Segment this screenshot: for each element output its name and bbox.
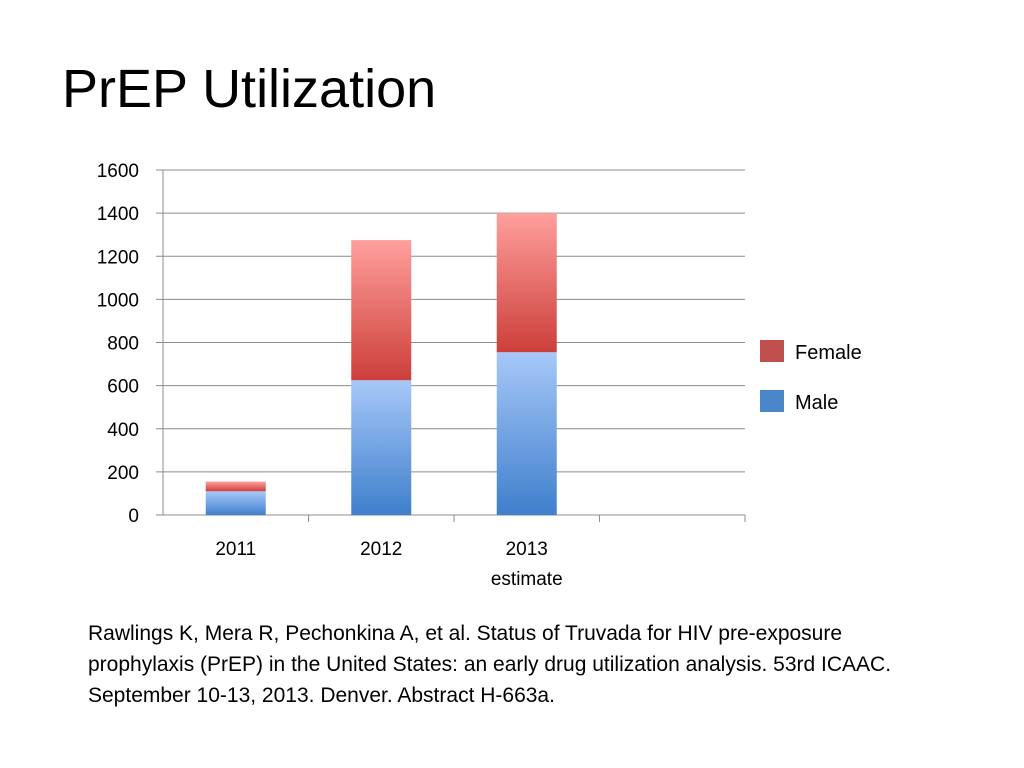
x-tick-label: 2012	[360, 539, 402, 560]
legend-swatch-female	[760, 340, 784, 362]
y-tick-label: 1200	[97, 247, 139, 268]
y-tick-label: 800	[107, 334, 139, 355]
citation-text: Rawlings K, Mera R, Pechonkina A, et al.…	[88, 622, 892, 707]
bar-female-2	[496, 213, 557, 353]
bars	[205, 213, 557, 515]
y-tick-label: 1600	[97, 161, 139, 182]
bar-male-1	[351, 380, 412, 515]
legend-label-female: Female	[795, 342, 862, 364]
axes	[156, 169, 746, 522]
y-tick-label: 600	[107, 377, 139, 398]
tick-labels: 0 200 400 600 800 1000 1200 1400 1600 2011 2012 201…	[97, 161, 563, 590]
gridlines	[163, 169, 745, 473]
legend: Female Male	[760, 340, 862, 414]
x-tick-label: 2013 estimate	[491, 539, 563, 590]
y-tick-label: 0	[128, 506, 139, 527]
bar-male-0	[205, 491, 266, 515]
y-tick-label: 1400	[97, 204, 139, 225]
y-tick-label: 1000	[97, 290, 139, 311]
y-tick-label: 400	[107, 420, 139, 441]
y-tick-label: 200	[107, 463, 139, 484]
slide-title: PrEP Utilization	[62, 59, 437, 119]
bar-female-0	[205, 481, 266, 492]
bar-female-1	[351, 240, 412, 381]
bar-male-2	[496, 352, 557, 515]
x-tick-label: 2011	[215, 539, 256, 560]
legend-label-male: Male	[795, 392, 838, 414]
legend-swatch-male	[760, 390, 784, 412]
